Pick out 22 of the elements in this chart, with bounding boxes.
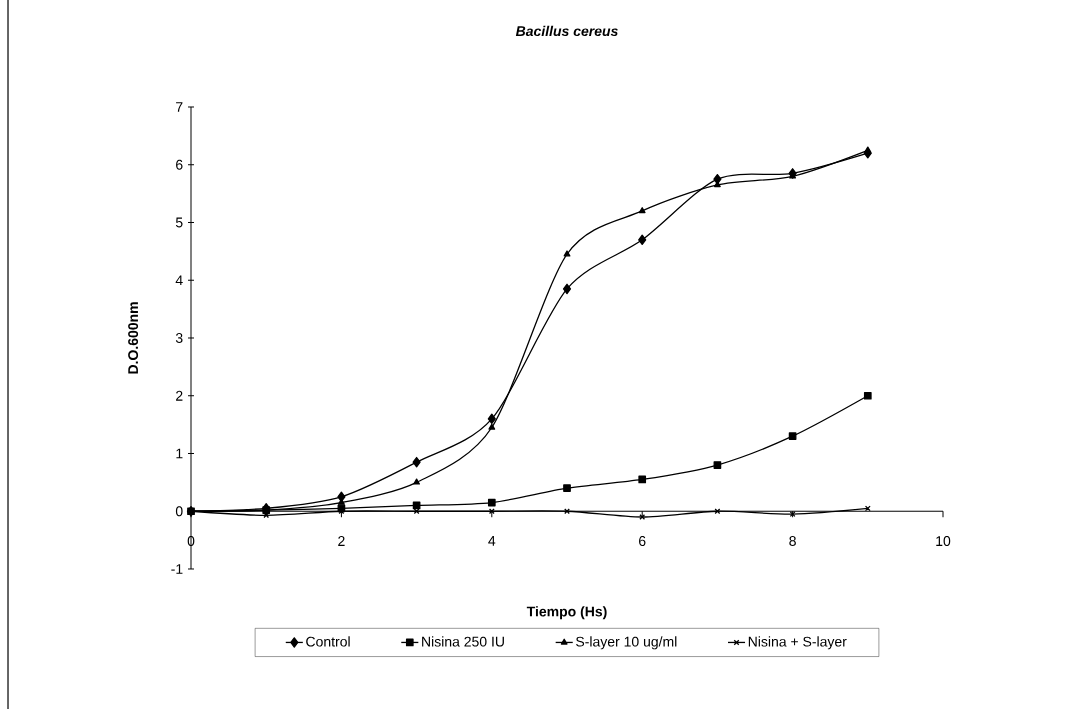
x-tick-label: 2	[338, 536, 345, 546]
y-axis-title: D.O.600nm	[128, 302, 139, 374]
x-tick-label: 4	[488, 536, 496, 546]
x-tick-label: 8	[789, 536, 796, 547]
y-tick-label: 4	[175, 275, 183, 286]
legend-label: Control	[306, 636, 350, 647]
legend-label: Nisina + S-layer	[748, 636, 847, 650]
y-tick-label: 7	[176, 102, 183, 112]
x-tick-label: 0	[187, 536, 195, 547]
y-tick-label: 0	[175, 506, 183, 517]
legend-label: Nisina 250 IU	[422, 636, 504, 647]
x-tick-label: 10	[936, 536, 951, 547]
y-tick-label: 3	[175, 333, 183, 343]
legend-label: S-layer 10 ug/ml	[576, 636, 677, 650]
y-tick-label: 5	[175, 217, 183, 228]
y-tick-label: -1	[171, 564, 183, 574]
x-axis-title: Tiempo (Hs)	[526, 606, 607, 620]
y-tick-label: 2	[176, 390, 183, 401]
x-tick-label: 6	[639, 536, 646, 547]
y-tick-label: 6	[176, 159, 183, 170]
y-tick-label: 1	[176, 448, 183, 459]
chart-title: Bacillus cereus	[515, 25, 618, 37]
